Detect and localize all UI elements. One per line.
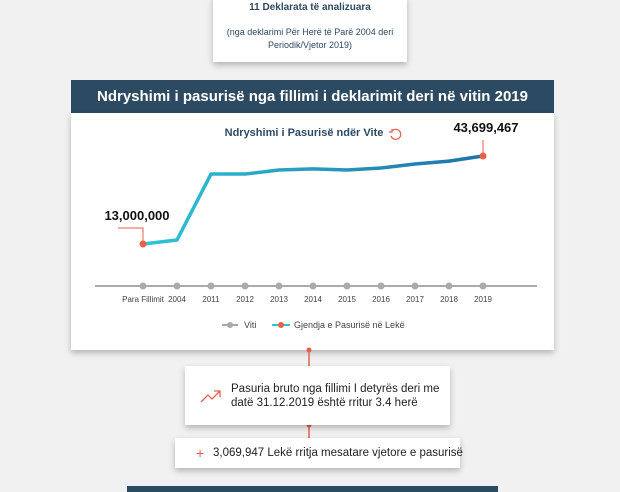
summary-title: 11 Deklarata të analizuara (249, 2, 371, 13)
x-tick-label: 2019 (474, 295, 492, 304)
legend-swatch (227, 322, 233, 328)
refresh-icon (389, 128, 402, 140)
x-tick (479, 282, 487, 290)
x-tick-label: 2011 (202, 295, 220, 304)
x-tick-label: 2015 (338, 295, 356, 304)
callout (118, 227, 144, 244)
data-point (479, 152, 487, 160)
x-tick-label: 2018 (440, 295, 458, 304)
x-tick (139, 282, 147, 290)
fact-card (185, 366, 450, 425)
x-tick (173, 282, 181, 290)
fact-text: 3,069,947 Lekë rritja mesatare vjetore e… (213, 447, 463, 459)
x-tick-label: 2012 (236, 295, 254, 304)
legend-label: Gjendja e Pasurisë në Lekë (294, 320, 405, 330)
value-label: 43,699,467 (453, 120, 518, 135)
value-label: 13,000,000 (104, 208, 169, 223)
x-tick-label: 2016 (372, 295, 390, 304)
x-tick (377, 282, 385, 290)
x-tick (275, 282, 283, 290)
legend-label: Viti (244, 320, 256, 330)
data-point (139, 240, 147, 248)
x-tick-label: 2017 (406, 295, 424, 304)
x-tick-label: 2004 (168, 295, 186, 304)
x-tick (411, 282, 419, 290)
summary-subtitle: (nga deklarimi Për Herë të Parë 2004 der… (226, 27, 394, 50)
x-tick (241, 282, 249, 290)
fact-card (175, 438, 460, 468)
summary-card (213, 0, 407, 62)
chart-card (71, 113, 554, 350)
data-line (142, 154, 484, 246)
connector-dot (306, 347, 312, 353)
section-title: Ndryshimi i pasurisë nga fillimi i dekla… (71, 80, 554, 113)
legend-swatch (278, 322, 284, 328)
chart-title: Ndryshimi i Pasurisë ndër Vite (225, 127, 384, 139)
footer-bar (127, 486, 498, 492)
x-tick (207, 282, 215, 290)
x-tick (309, 282, 317, 290)
x-tick-label: 2014 (304, 295, 322, 304)
x-tick (343, 282, 351, 290)
x-tick-label: Para Fillimit (122, 295, 164, 304)
fact-text: Pasuria bruto nga fillimi I detyrës deri… (231, 383, 440, 409)
x-tick-label: 2013 (270, 295, 288, 304)
plus-icon: + (196, 445, 205, 461)
x-tick (445, 282, 453, 290)
trend-icon (200, 390, 221, 403)
